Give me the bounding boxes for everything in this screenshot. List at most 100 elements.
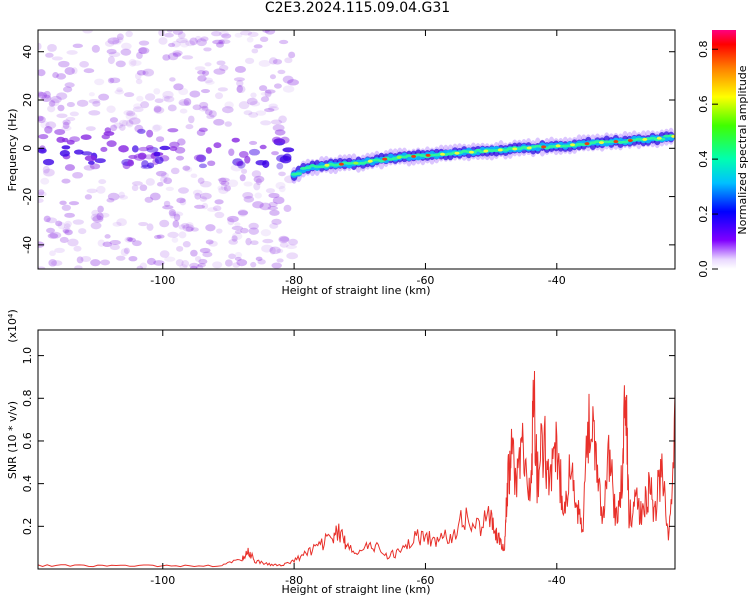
spectrogram-noise-blob — [38, 189, 45, 196]
spectrogram-noise-blob — [83, 68, 95, 74]
spectrogram-noise-blob — [248, 227, 260, 235]
spectrogram-noise-blob — [126, 237, 133, 242]
spectrogram-peak-cell — [598, 141, 604, 145]
spectrogram-noise-blob — [283, 204, 292, 213]
spectrogram-noise-blob — [272, 124, 285, 132]
spectrogram-noise-blob — [133, 153, 146, 161]
spectrogram-noise-blob — [189, 37, 198, 46]
spectrogram-noise-blob — [154, 98, 164, 104]
spectrogram-noise-blob — [136, 95, 144, 102]
spectrogram-noise-blob — [238, 101, 250, 110]
spectrogram-noise-blob — [71, 67, 78, 75]
spectrogram-noise-blob — [172, 30, 184, 35]
spectrogram-noise-blob — [177, 138, 186, 146]
spectrogram-noise-blob — [58, 60, 70, 68]
spectrogram-noise-blob — [120, 48, 132, 56]
spectrogram-noise-blob — [228, 238, 238, 245]
spectrogram-noise-blob — [194, 66, 206, 71]
spectrogram-noise-blob — [106, 140, 117, 148]
spectrogram-noise-blob — [85, 126, 96, 131]
spectrogram-noise-blob — [49, 98, 60, 107]
spectrogram-noise-blob — [250, 240, 259, 246]
spectrogram-noise-blob — [197, 263, 206, 268]
spectrogram-noise-blob — [251, 170, 262, 178]
snr-ytick-label: 0.4 — [21, 475, 34, 493]
spectrogram-noise-blob — [160, 172, 169, 179]
spectrogram-noise-blob — [57, 104, 65, 112]
spectrogram-peak-cell — [541, 145, 547, 149]
spectrogram-noise-blob — [288, 238, 298, 246]
spectrogram-noise-blob — [40, 120, 50, 129]
spectrogram-noise-blob — [174, 146, 186, 154]
spectrogram-noise-blob — [211, 30, 222, 37]
colorbar-tick-label: 0.0 — [697, 260, 710, 278]
spectrogram-noise-blob — [279, 155, 292, 164]
spectrogram-noise-blob — [134, 72, 142, 80]
spectrogram-noise-blob — [112, 36, 124, 43]
spectrogram-noise-blob — [91, 44, 100, 53]
spectrogram-noise-blob — [260, 120, 272, 126]
spectrogram-noise-blob — [78, 228, 87, 235]
spectrogram-noise-blob — [243, 195, 255, 203]
spectrogram-noise-blob — [279, 39, 289, 45]
spectrogram-noise-blob — [212, 205, 222, 212]
spectrogram-noise-blob — [131, 184, 139, 192]
spectrogram-noise-blob — [61, 145, 71, 150]
spectrogram-peak-cell — [497, 148, 503, 152]
spectrogram-noise-blob — [171, 40, 181, 48]
spectrogram-noise-blob — [109, 117, 119, 123]
spectrogram-noise-blob — [136, 51, 143, 59]
spectrogram-noise-blob — [131, 240, 142, 247]
spectrogram-peak-cell — [425, 153, 431, 157]
spectrogram-noise-blob — [194, 192, 202, 200]
spectrogram-noise-blob — [44, 125, 53, 134]
spectrogram-noise-blob — [47, 105, 56, 113]
spectrogram-peak-cell — [555, 144, 561, 148]
spectrogram-noise-blob — [88, 160, 95, 165]
spectrogram-noise-blob — [167, 104, 177, 112]
spectrogram-noise-blob — [178, 87, 189, 96]
spectrogram-noise-blob — [262, 30, 270, 33]
spectrogram-noise-blob — [57, 221, 66, 230]
spectrogram-noise-blob — [179, 108, 188, 114]
spectrogram-noise-blob — [116, 87, 123, 93]
spectrogram-noise-blob — [112, 221, 122, 227]
spectrogram-noise-blob — [214, 199, 224, 205]
spectrogram-noise-blob — [257, 259, 266, 265]
spectrogram-noise-blob — [62, 226, 71, 235]
spectrogram-noise-blob — [185, 40, 196, 47]
spectrogram-noise-blob — [264, 89, 276, 94]
spectrogram-ytick-label: 20 — [21, 93, 34, 107]
spectrogram-noise-blob — [178, 101, 191, 106]
spectrogram-noise-blob — [175, 259, 184, 267]
spectrogram-noise-blob — [264, 108, 275, 113]
spectrogram-noise-blob — [247, 31, 259, 37]
spectrogram-noise-blob — [189, 265, 198, 269]
spectrogram-peak-cell — [468, 150, 474, 154]
spectrogram-panel: -100 -80 -60 -40 -40 -20 0 20 40 Height of strai… — [6, 29, 676, 297]
spectrogram-noise-blob — [107, 192, 120, 201]
spectrogram-peak-cell — [613, 140, 619, 144]
spectrogram-noise-blob — [234, 222, 241, 227]
spectrogram-heatmap — [38, 30, 675, 269]
spectrogram-noise-blob — [219, 39, 231, 45]
spectrogram-noise-blob — [178, 224, 186, 230]
spectrogram-noise-blob — [92, 100, 101, 107]
spectrogram-noise-blob — [194, 35, 202, 43]
spectrogram-noise-blob — [185, 222, 194, 229]
spectrogram-noise-blob — [159, 145, 171, 151]
spectrogram-noise-blob — [86, 188, 98, 194]
spectrogram-peak-cell — [671, 134, 675, 138]
spectrogram-noise-blob — [245, 237, 252, 246]
spectrogram-noise-blob — [123, 110, 134, 116]
spectrogram-noise-blob — [177, 187, 189, 194]
spectrogram-noise-blob — [137, 128, 146, 134]
spectrogram-noise-blob — [236, 84, 243, 93]
spectrogram-noise-blob — [54, 128, 66, 135]
spectrogram-noise-blob — [196, 38, 207, 47]
spectrogram-noise-blob — [136, 69, 146, 76]
spectrogram-noise-blob — [216, 41, 224, 48]
spectrogram-noise-blob — [234, 229, 242, 234]
spectrogram-noise-blob — [194, 255, 202, 262]
spectrogram-noise-blob — [189, 262, 200, 269]
